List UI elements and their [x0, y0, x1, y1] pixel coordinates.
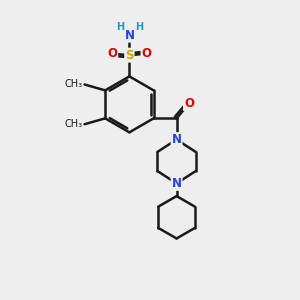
Text: O: O [142, 47, 152, 60]
Text: N: N [124, 29, 134, 42]
Text: CH₃: CH₃ [65, 119, 83, 129]
Text: S: S [125, 49, 134, 62]
Text: N: N [172, 133, 182, 146]
Text: N: N [172, 177, 182, 190]
Text: O: O [107, 47, 117, 60]
Text: O: O [184, 97, 194, 110]
Text: CH₃: CH₃ [65, 80, 83, 89]
Text: H: H [116, 22, 124, 32]
Text: H: H [135, 22, 143, 32]
